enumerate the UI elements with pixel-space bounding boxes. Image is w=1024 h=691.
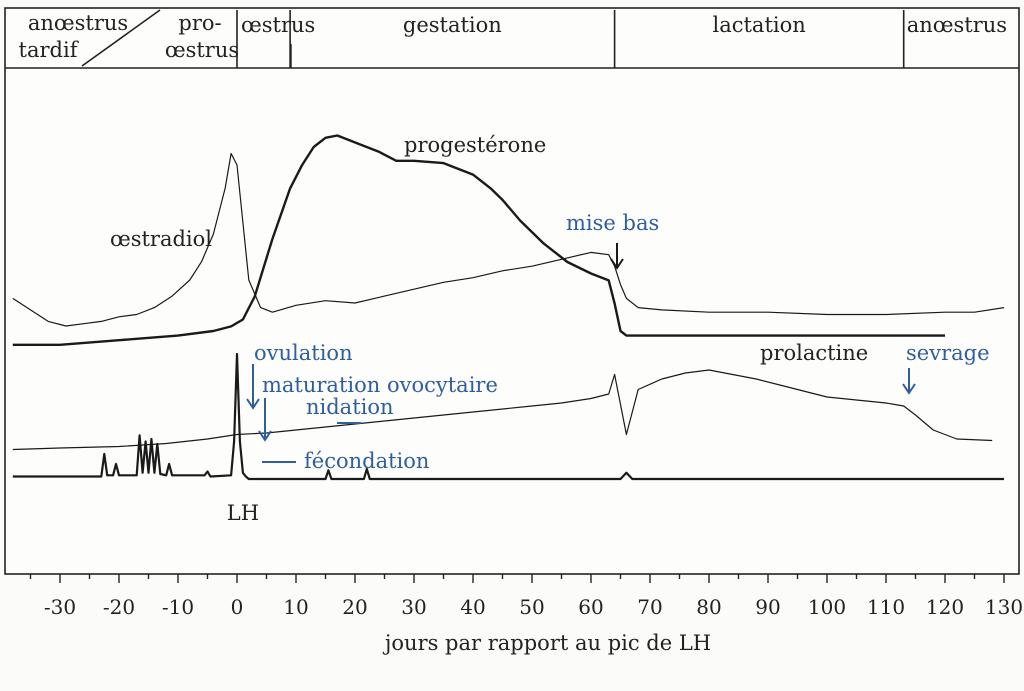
x-tick-label: 10 xyxy=(283,595,308,619)
series-line-oestradiol xyxy=(12,152,1005,327)
phase-label-anoestrus: anœstrus xyxy=(907,13,1007,37)
phase-diagonal-divider xyxy=(81,9,161,67)
plot-frame xyxy=(4,7,1020,575)
curve-label-lh: LH xyxy=(227,501,259,525)
series-line-prolactine xyxy=(12,369,993,451)
series-line-progesterone xyxy=(12,134,945,346)
phase-label-anoestrus: anœstrus xyxy=(28,11,128,35)
phase-label-tardif: tardif xyxy=(19,38,80,62)
event-label-fecondation: fécondation xyxy=(304,449,429,473)
curve-label-progesterone: progestérone xyxy=(404,133,546,157)
x-tick-label: 60 xyxy=(578,595,603,619)
event-arrowhead-mise-bas xyxy=(610,258,624,270)
x-tick-label: 110 xyxy=(867,595,905,619)
phase-label-gestation: gestation xyxy=(403,13,502,37)
x-axis-title: jours par rapport au pic de LH xyxy=(382,631,711,655)
x-tick-label: 130 xyxy=(985,595,1023,619)
x-tick-label: 120 xyxy=(926,595,964,619)
x-tick-label: 50 xyxy=(519,595,544,619)
phase-label-pro: pro- xyxy=(178,11,221,35)
x-tick-label: 80 xyxy=(696,595,721,619)
x-tick-label: 100 xyxy=(808,595,846,619)
x-tick-label: 40 xyxy=(460,595,485,619)
event-label-maturation-ovocytaire: maturation ovocytaire xyxy=(262,373,498,397)
curve-label-prolactine: prolactine xyxy=(760,341,868,365)
event-arrowhead-sevrage xyxy=(902,383,916,395)
x-tick-label: 90 xyxy=(755,595,780,619)
x-tick-label: 0 xyxy=(231,595,244,619)
x-tick-label: -30 xyxy=(44,595,76,619)
x-tick-label: -20 xyxy=(103,595,135,619)
x-tick-label: 20 xyxy=(342,595,367,619)
x-tick-label: 30 xyxy=(401,595,426,619)
phase-label-oestrus: œstrus xyxy=(165,38,239,62)
phase-label-oestrus: œstrus xyxy=(241,13,315,37)
event-label-nidation: nidation xyxy=(306,395,394,419)
event-label-ovulation: ovulation xyxy=(254,341,353,365)
event-label-sevrage: sevrage xyxy=(906,341,990,365)
x-tick-label: -10 xyxy=(162,595,194,619)
event-label-mise-bas: mise bas xyxy=(566,211,659,235)
x-tick-label: 70 xyxy=(637,595,662,619)
event-arrowhead-ovulation xyxy=(246,398,260,410)
phase-label-lactation: lactation xyxy=(713,13,806,37)
curve-label-oestradiol: œstradiol xyxy=(110,227,212,251)
series-line-lh xyxy=(12,352,1004,481)
event-arrowhead-maturation-ovocytaire xyxy=(258,430,272,442)
